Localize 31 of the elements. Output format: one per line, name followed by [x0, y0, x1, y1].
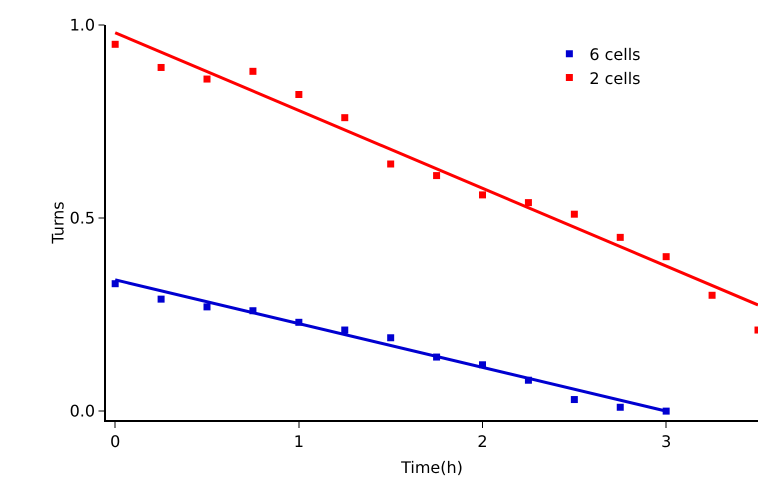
y-axis-title: Turns — [48, 201, 68, 245]
point — [570, 396, 578, 404]
point — [341, 326, 348, 334]
point — [204, 76, 211, 83]
point — [479, 191, 486, 198]
point — [524, 199, 532, 206]
point — [616, 234, 624, 241]
x-tick-label: 1 — [294, 432, 304, 451]
point — [387, 334, 394, 342]
point — [662, 253, 670, 260]
legend-label: 2 cells — [589, 68, 640, 88]
point — [249, 68, 256, 75]
point — [158, 296, 165, 303]
point — [387, 160, 394, 168]
point — [433, 172, 440, 180]
point — [295, 91, 302, 98]
point — [341, 114, 348, 122]
y-tick-label: 0.0 — [70, 402, 96, 421]
point — [204, 303, 211, 310]
x-axis-title: Time(h) — [400, 458, 463, 478]
x-tick-label: 0 — [110, 432, 120, 451]
point — [616, 404, 624, 411]
point — [708, 292, 716, 299]
x-tick-label: 2 — [477, 432, 488, 451]
x-tick-label: 3 — [661, 432, 672, 451]
point — [112, 40, 119, 48]
point — [570, 210, 578, 218]
y-tick-label: 1.0 — [70, 16, 96, 35]
point — [158, 64, 165, 71]
y-tick-label: 0.5 — [70, 208, 96, 228]
legend-label: 6 cells — [589, 44, 640, 64]
